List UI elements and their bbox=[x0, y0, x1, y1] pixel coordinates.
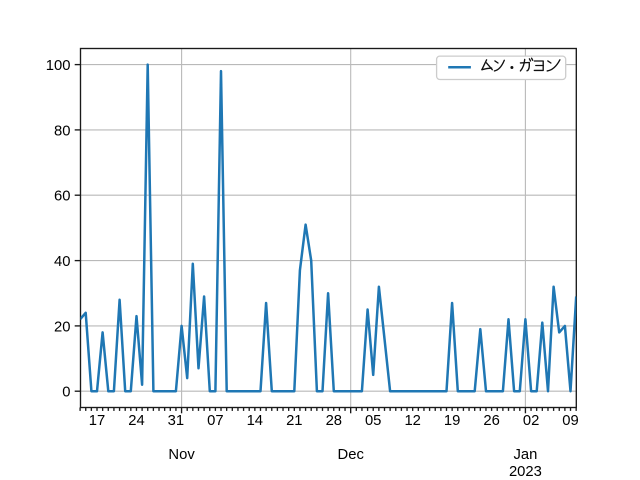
svg-text:05: 05 bbox=[365, 413, 381, 429]
svg-text:0: 0 bbox=[62, 385, 70, 401]
svg-text:20: 20 bbox=[54, 319, 70, 335]
svg-text:Dec: Dec bbox=[338, 447, 365, 463]
svg-text:14: 14 bbox=[247, 413, 263, 429]
svg-text:09: 09 bbox=[562, 413, 578, 429]
svg-text:40: 40 bbox=[54, 254, 70, 270]
svg-text:19: 19 bbox=[444, 413, 460, 429]
svg-text:07: 07 bbox=[207, 413, 223, 429]
svg-text:100: 100 bbox=[46, 58, 71, 74]
svg-text:02: 02 bbox=[523, 413, 539, 429]
svg-text:31: 31 bbox=[168, 413, 184, 429]
svg-text:80: 80 bbox=[54, 123, 70, 139]
svg-text:28: 28 bbox=[326, 413, 342, 429]
svg-text:Nov: Nov bbox=[168, 447, 195, 463]
svg-text:60: 60 bbox=[54, 189, 70, 205]
svg-text:21: 21 bbox=[286, 413, 302, 429]
svg-text:Jan: Jan bbox=[513, 447, 537, 463]
svg-text:26: 26 bbox=[483, 413, 499, 429]
svg-text:17: 17 bbox=[89, 413, 105, 429]
svg-text:12: 12 bbox=[404, 413, 420, 429]
svg-text:24: 24 bbox=[128, 413, 144, 429]
svg-text:2023: 2023 bbox=[509, 464, 542, 480]
